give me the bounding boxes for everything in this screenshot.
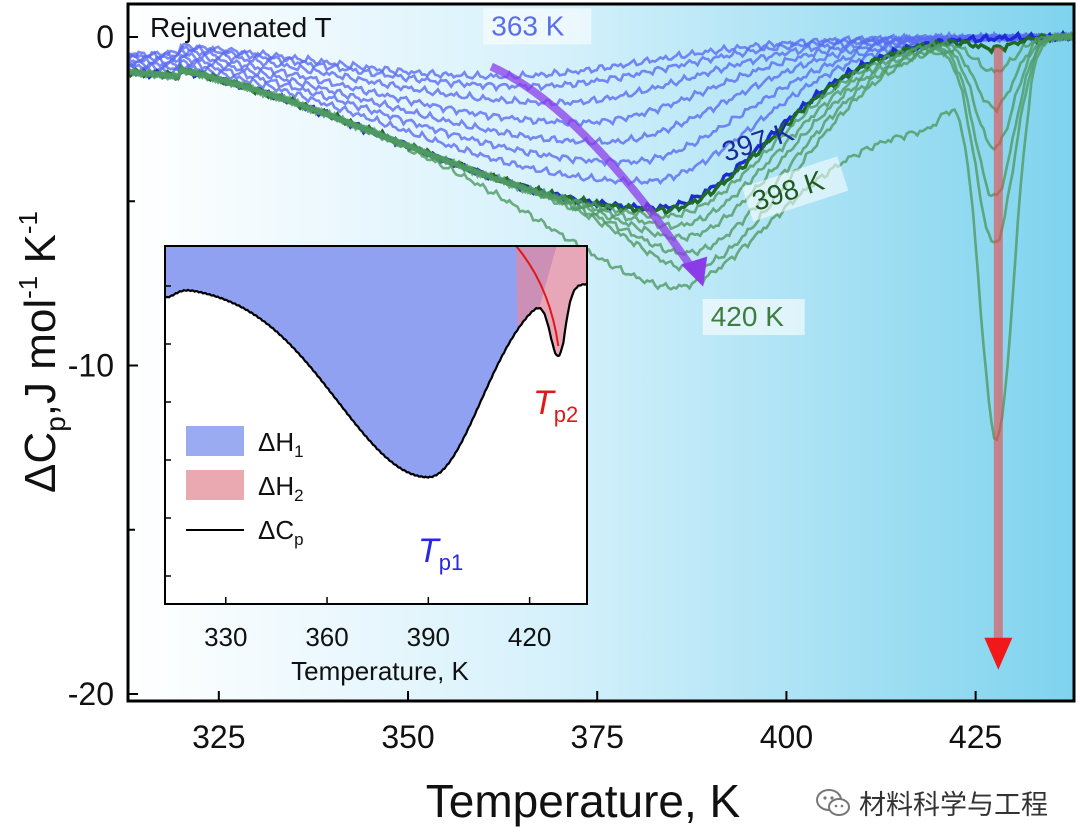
x-tick-label-375: 375: [571, 719, 624, 755]
series-label-bg-2: [742, 156, 849, 222]
inset-area-dh1: [165, 246, 557, 478]
wechat-icon: [816, 788, 850, 816]
series-line-6: [128, 33, 1074, 187]
arrow-layer: [489, 46, 1013, 670]
series-label-bg-0: [483, 8, 592, 45]
x-tick-label-325: 325: [192, 719, 245, 755]
purple-arrow-head: [681, 256, 708, 287]
series-label-bg-3: [702, 299, 805, 336]
inset-dcp-line: [165, 282, 587, 479]
legend-label-dcp: ΔCp: [258, 515, 304, 549]
y-axis-ticks: 0 -10 -20: [68, 19, 138, 712]
x-tick-label-425: 425: [949, 719, 1002, 755]
series-label-group-0: 363 K: [483, 8, 592, 45]
legend-label-dh2: ΔH2: [258, 471, 304, 505]
series-label-0: 363 K: [491, 10, 564, 41]
legend-swatch-dh1: [186, 426, 244, 456]
purple-arrow-shaft: [489, 62, 699, 275]
legend-label-dh1: ΔH1: [258, 427, 304, 461]
x-axis-ticks: 325 350 375 400 425: [192, 691, 1002, 755]
y-tick-label-0: 0: [96, 19, 114, 55]
inset-x-ticks: 330 360 390 420: [165, 285, 551, 652]
inset-x-tick-label-330: 330: [204, 622, 247, 652]
inset-x-axis-title: Temperature, K: [291, 656, 469, 686]
series-line-2: [128, 32, 1074, 107]
y-tick-label--10: -10: [68, 348, 114, 384]
series-line-14: [128, 32, 1074, 442]
inset-x-tick-label-420: 420: [508, 622, 551, 652]
inset-chart: 330 360 390 420 Temperature, K Tp1 Tp2 ΔH1 …: [164, 245, 588, 686]
series-layer: [128, 29, 1074, 442]
inset-x-tick-label-390: 390: [407, 622, 450, 652]
inset-tp2-label: Tp2: [533, 384, 578, 427]
series-line-5: [128, 30, 1074, 168]
legend-swatch-dh2: [186, 470, 244, 500]
inset-tp1-label: Tp1: [418, 532, 463, 575]
inset-frame: [164, 245, 588, 605]
annotation-rejuvenated: Rejuvenated T: [150, 12, 332, 43]
y-tick-label--20: -20: [68, 676, 114, 712]
x-tick-label-350: 350: [381, 719, 434, 755]
x-tick-label-400: 400: [760, 719, 813, 755]
series-label-3: 420 K: [711, 301, 784, 332]
series-label-group-3: 420 K: [702, 299, 805, 336]
plot-frame: [126, 2, 1076, 703]
watermark: 材料科学与工程: [815, 783, 1048, 822]
x-axis-title: Temperature, K: [426, 775, 741, 827]
inset-layer: [165, 246, 587, 479]
watermark-text: 材料科学与工程: [859, 790, 1048, 821]
red-arrow-head: [984, 637, 1013, 670]
inset-x-tick-label-360: 360: [305, 622, 348, 652]
inset-area-dh2: [516, 246, 587, 356]
y-axis-title: ΔCp,J mol-1 K-1: [13, 211, 71, 493]
inset-dh2-boundary: [515, 246, 560, 347]
